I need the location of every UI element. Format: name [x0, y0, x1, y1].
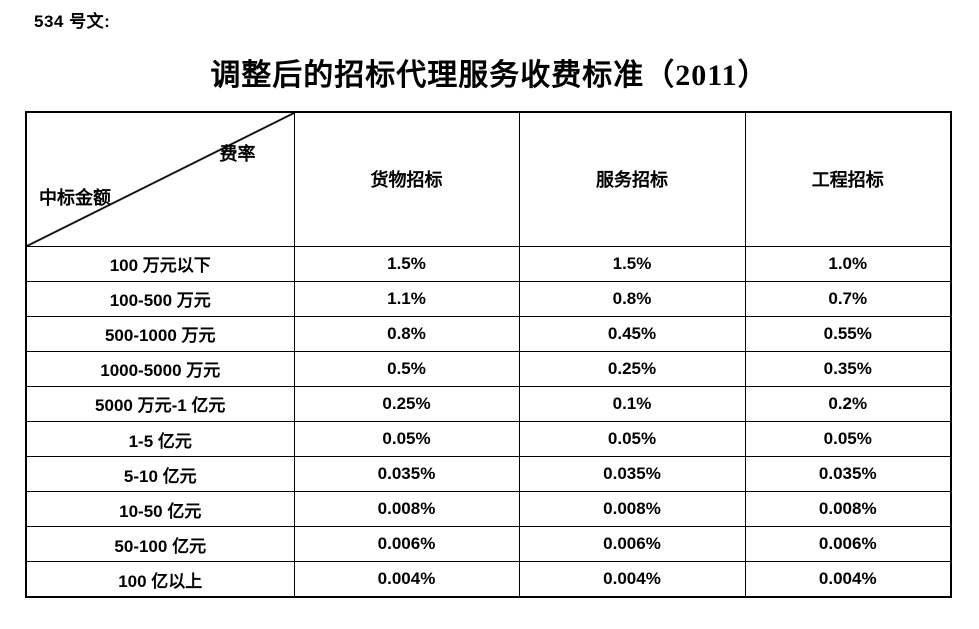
corner-amount-label: 中标金额 — [39, 187, 111, 208]
rate-cell: 0.05% — [744, 420, 952, 458]
row-label-cell: 500-1000 万元 — [25, 315, 295, 352]
row-label-cell: 1-5 亿元 — [25, 420, 295, 458]
table-row: 5-10 亿元 0.035% 0.035% 0.035% — [25, 456, 952, 493]
rate-cell: 0.006% — [744, 526, 952, 563]
rate-cell: 1.5% — [518, 245, 746, 282]
row-label-cell: 5000 万元-1 亿元 — [25, 385, 295, 422]
rate-cell: 0.1% — [518, 385, 746, 422]
rate-cell: 0.25% — [293, 385, 520, 422]
column-header-service: 服务招标 — [518, 111, 746, 247]
table-row: 500-1000 万元 0.8% 0.45% 0.55% — [25, 315, 952, 352]
row-label-cell: 100 万元以下 — [25, 245, 295, 282]
row-label-cell: 100 亿以上 — [25, 561, 295, 598]
rate-cell: 0.008% — [293, 491, 520, 528]
row-label-cell: 100-500 万元 — [25, 280, 295, 317]
table-row: 10-50 亿元 0.008% 0.008% 0.008% — [25, 491, 952, 528]
rate-cell: 0.25% — [518, 350, 746, 387]
table-row: 5000 万元-1 亿元 0.25% 0.1% 0.2% — [25, 385, 952, 422]
rate-cell: 0.008% — [518, 491, 746, 528]
row-label-cell: 10-50 亿元 — [25, 491, 295, 528]
row-label-cell: 5-10 亿元 — [25, 456, 295, 493]
rate-cell: 0.05% — [518, 420, 746, 458]
rate-cell: 0.035% — [744, 456, 952, 493]
table-row: 50-100 亿元 0.006% 0.006% 0.006% — [25, 526, 952, 563]
corner-cell: 费率 中标金额 — [25, 111, 295, 247]
table-header-row: 费率 中标金额 货物招标 服务招标 工程招标 — [25, 111, 952, 247]
rate-cell: 0.004% — [744, 561, 952, 598]
row-label-cell: 50-100 亿元 — [25, 526, 295, 563]
page-title: 调整后的招标代理服务收费标准（2011） — [210, 59, 769, 92]
rate-cell: 0.035% — [293, 456, 520, 493]
rate-cell: 0.006% — [518, 526, 746, 563]
table-row: 1-5 亿元 0.05% 0.05% 0.05% — [25, 420, 952, 458]
rate-cell: 0.8% — [293, 315, 520, 352]
rate-cell: 0.05% — [293, 420, 520, 458]
row-label-cell: 1000-5000 万元 — [25, 350, 295, 387]
rate-cell: 0.004% — [293, 561, 520, 598]
column-header-goods: 货物招标 — [293, 111, 520, 247]
rate-cell: 0.5% — [293, 350, 520, 387]
rate-cell: 0.7% — [744, 280, 952, 317]
table-row: 100 亿以上 0.004% 0.004% 0.004% — [25, 561, 952, 598]
table-row: 1000-5000 万元 0.5% 0.25% 0.35% — [25, 350, 952, 387]
column-header-works: 工程招标 — [744, 111, 952, 247]
rate-cell: 0.8% — [518, 280, 746, 317]
rate-cell: 0.35% — [744, 350, 952, 387]
rate-cell: 0.008% — [744, 491, 952, 528]
table-row: 100-500 万元 1.1% 0.8% 0.7% — [25, 280, 952, 317]
rate-cell: 0.55% — [744, 315, 952, 352]
rate-cell: 0.45% — [518, 315, 746, 352]
rate-cell: 1.0% — [744, 245, 952, 282]
table-row: 100 万元以下 1.5% 1.5% 1.0% — [25, 245, 952, 282]
fee-rate-table: 费率 中标金额 货物招标 服务招标 工程招标 100 万元以下 1.5% 1.5… — [25, 111, 952, 598]
rate-cell: 0.004% — [518, 561, 746, 598]
diagonal-divider — [27, 113, 294, 246]
rate-cell: 0.006% — [293, 526, 520, 563]
rate-cell: 1.1% — [293, 280, 520, 317]
corner-fee-rate-label: 费率 — [219, 144, 256, 164]
rate-cell: 1.5% — [293, 245, 520, 282]
doc-ref-label: 534 号文: — [34, 12, 111, 31]
rate-cell: 0.2% — [744, 385, 952, 422]
rate-cell: 0.035% — [518, 456, 746, 493]
